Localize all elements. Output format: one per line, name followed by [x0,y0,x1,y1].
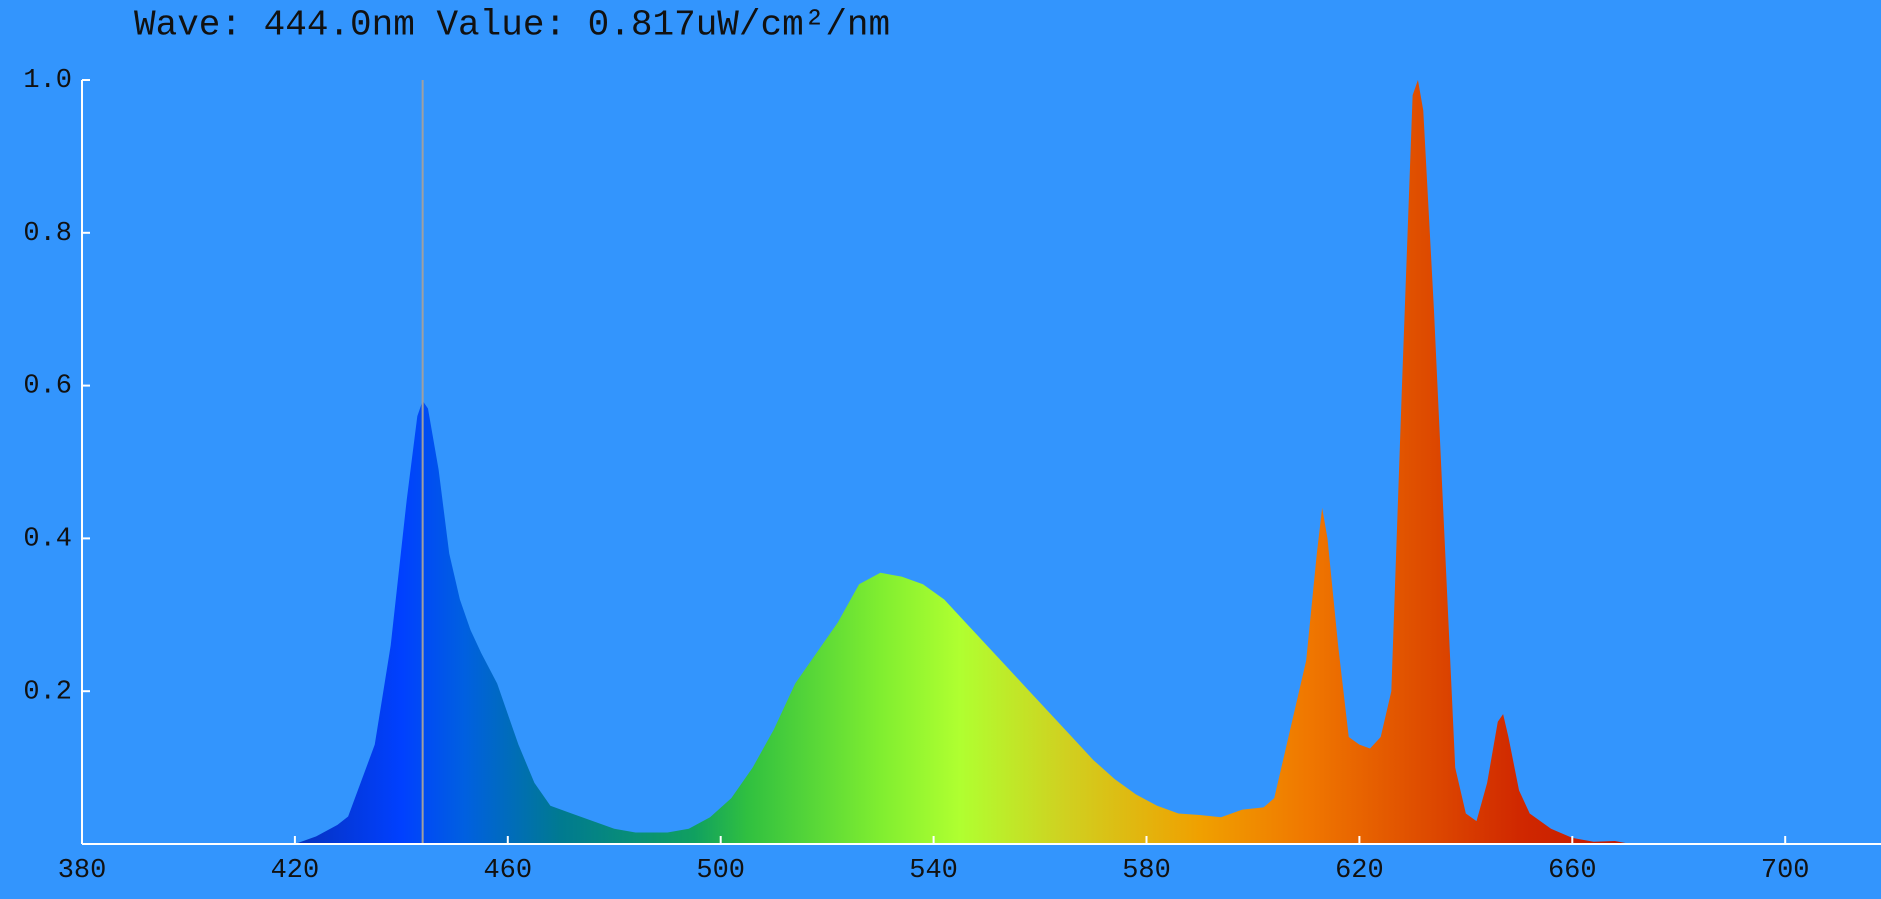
y-tick-label: 0.4 [23,525,72,555]
x-tick-label: 420 [271,856,320,886]
y-tick-label: 0.6 [23,372,72,402]
x-tick-label: 660 [1548,856,1597,886]
x-tick-label: 380 [58,856,107,886]
y-tick-label: 0.8 [23,219,72,249]
y-tick-label: 1.0 [23,66,72,96]
x-tick-label: 700 [1761,856,1810,886]
spectrum-area [294,80,1631,844]
x-tick-label: 540 [909,856,958,886]
x-tick-label: 620 [1335,856,1384,886]
readout: Wave: 444.0nm Value: 0.817uW/cm²/nm [134,5,890,46]
y-tick-label: 0.2 [23,677,72,707]
x-tick-label: 460 [483,856,532,886]
x-tick-label: 580 [1122,856,1171,886]
x-tick-label: 500 [696,856,745,886]
